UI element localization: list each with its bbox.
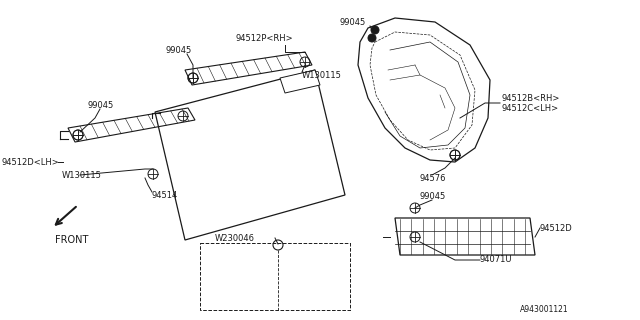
Text: 94512B<RH>: 94512B<RH>	[502, 93, 561, 102]
Polygon shape	[280, 70, 320, 93]
Text: 94512P<RH>: 94512P<RH>	[235, 34, 292, 43]
Text: W230046: W230046	[215, 234, 255, 243]
Text: 94512D<LH>: 94512D<LH>	[2, 157, 60, 166]
Text: 94512D: 94512D	[540, 223, 573, 233]
Text: A943001121: A943001121	[520, 306, 568, 315]
Text: 94071U: 94071U	[480, 255, 513, 265]
Text: 94576: 94576	[420, 173, 447, 182]
Text: 99045: 99045	[420, 191, 446, 201]
Text: 94514: 94514	[152, 190, 179, 199]
Text: W130115: W130115	[302, 70, 342, 79]
Text: 99045: 99045	[340, 18, 366, 27]
Text: FRONT: FRONT	[55, 235, 88, 245]
Text: 99045: 99045	[165, 45, 191, 54]
Circle shape	[371, 26, 379, 34]
Circle shape	[368, 34, 376, 42]
Text: 99045: 99045	[88, 100, 115, 109]
Text: 94512C<LH>: 94512C<LH>	[502, 103, 559, 113]
Text: W130115: W130115	[62, 171, 102, 180]
